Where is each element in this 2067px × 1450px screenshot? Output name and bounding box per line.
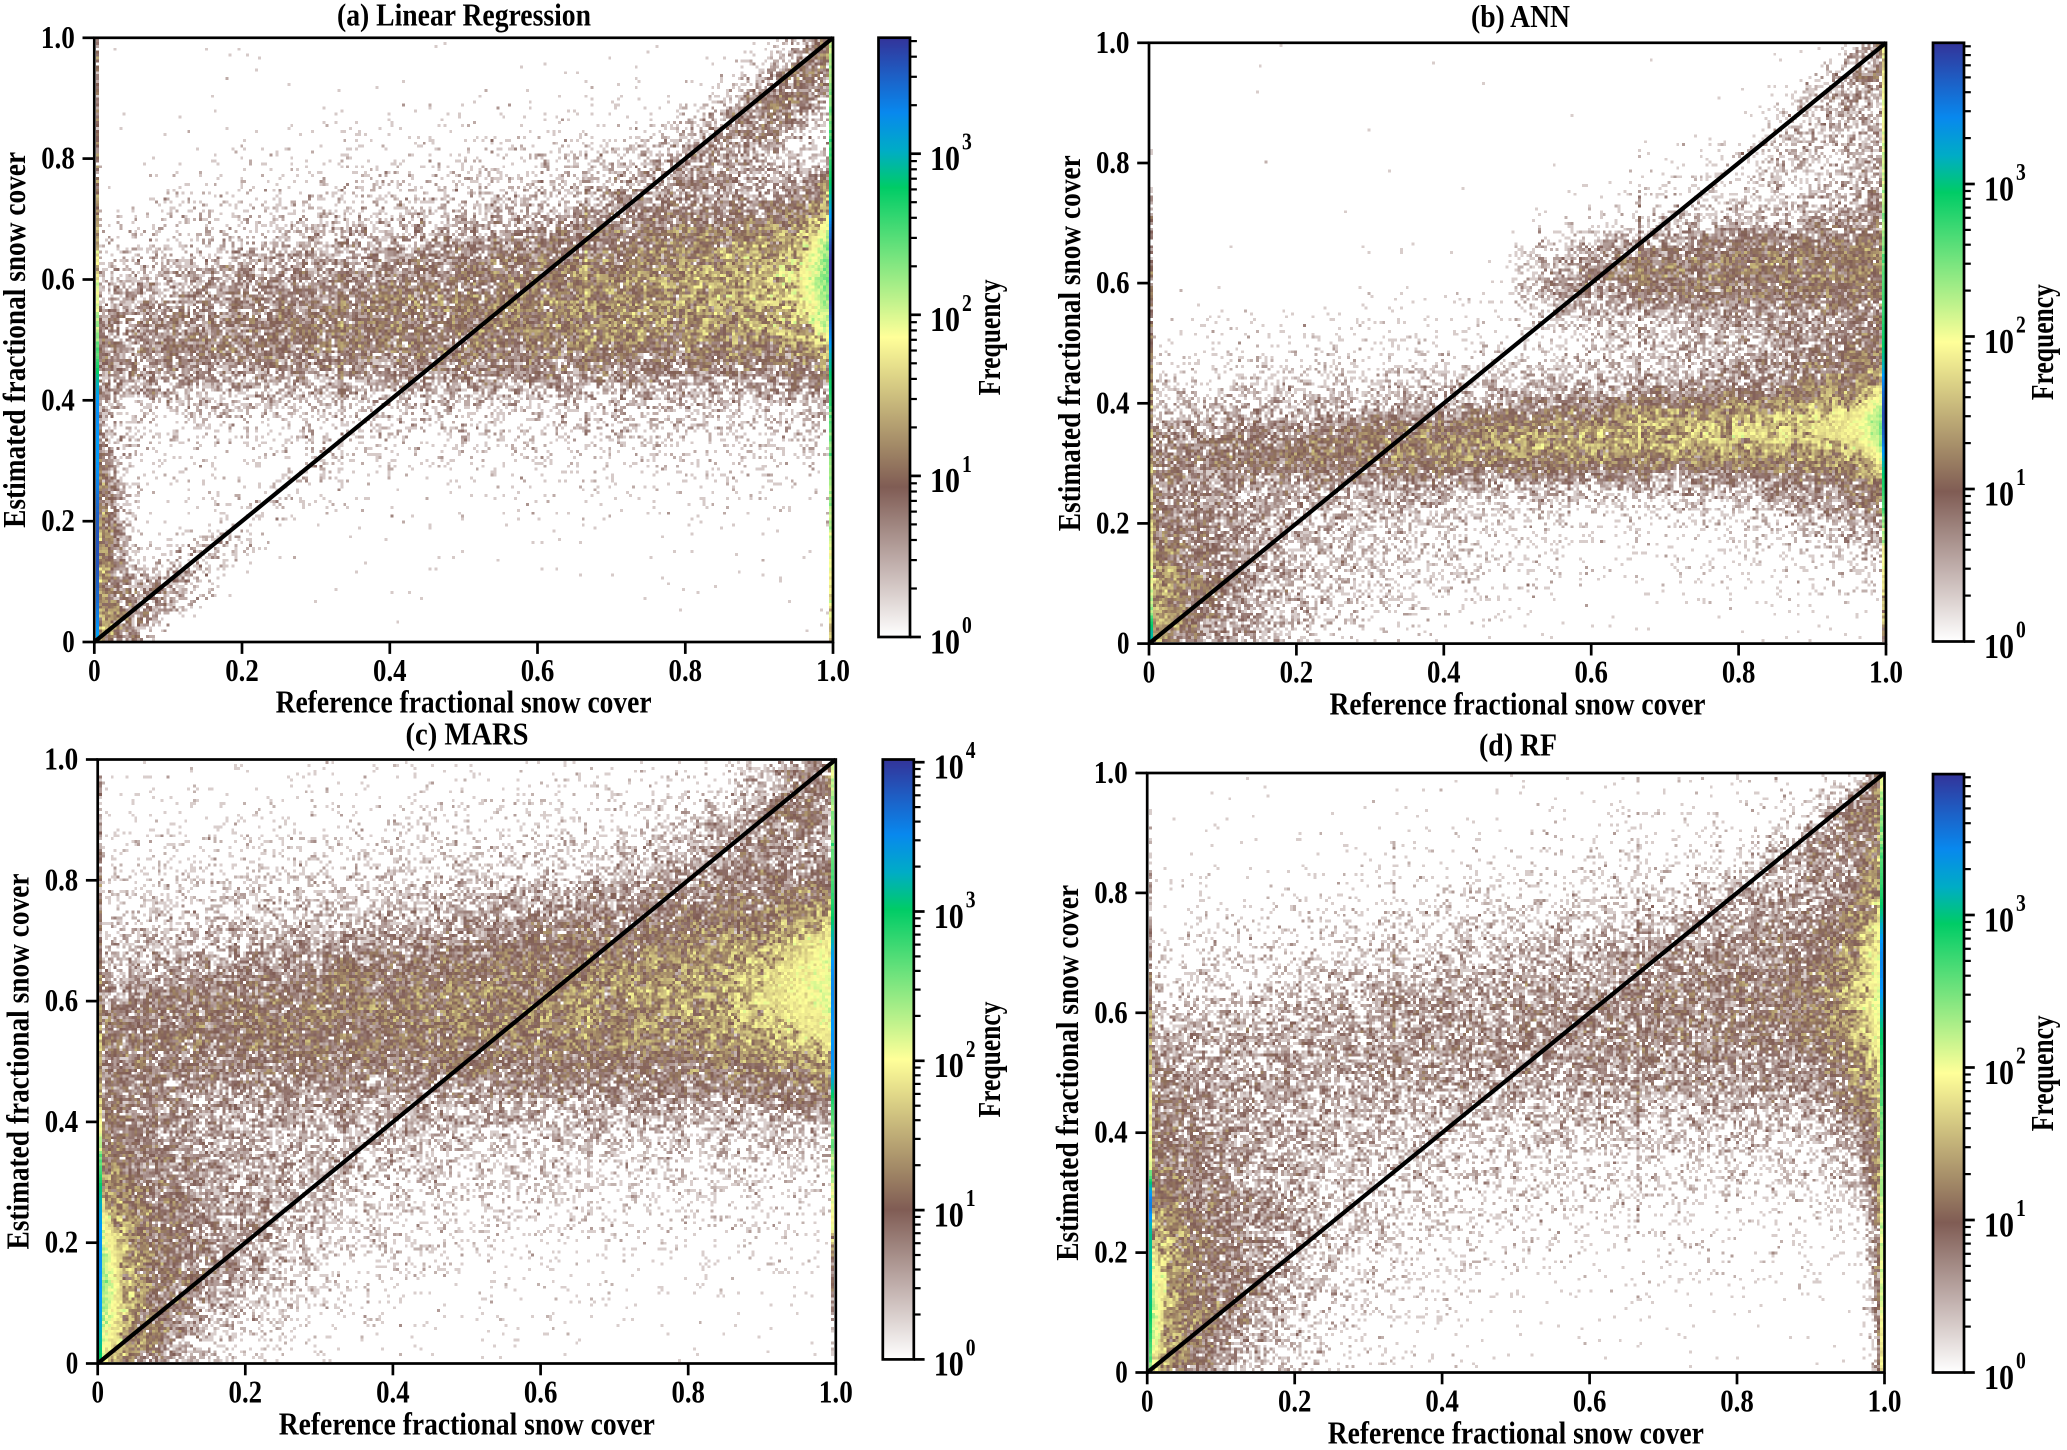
svg-text:1.0: 1.0 <box>819 1376 853 1411</box>
svg-text:Frequency: Frequency <box>2026 1015 2061 1131</box>
svg-text:0.6: 0.6 <box>1096 266 1130 301</box>
svg-text:0: 0 <box>66 1347 79 1382</box>
svg-text:Estimated fractional snow cove: Estimated fractional snow cover <box>0 152 33 528</box>
svg-text:10: 10 <box>934 897 964 936</box>
svg-text:(d) RF: (d) RF <box>1479 728 1557 763</box>
svg-text:0.4: 0.4 <box>373 654 407 689</box>
svg-text:3: 3 <box>966 885 976 913</box>
svg-text:4: 4 <box>966 736 976 764</box>
svg-text:Estimated fractional snow cove: Estimated fractional snow cover <box>1053 155 1088 531</box>
svg-text:10: 10 <box>1984 1053 2014 1092</box>
svg-text:0: 0 <box>1117 627 1130 662</box>
svg-text:10: 10 <box>930 622 960 661</box>
svg-text:10: 10 <box>934 1046 964 1085</box>
svg-text:0.4: 0.4 <box>1425 1385 1459 1420</box>
svg-text:Estimated fractional snow cove: Estimated fractional snow cover <box>1 874 36 1250</box>
svg-text:2: 2 <box>2016 310 2026 338</box>
svg-text:0.2: 0.2 <box>45 1226 79 1261</box>
svg-text:0.6: 0.6 <box>1574 656 1608 691</box>
svg-text:10: 10 <box>1984 900 2014 939</box>
svg-text:0: 0 <box>1143 656 1156 691</box>
svg-text:0.6: 0.6 <box>1094 996 1128 1031</box>
svg-text:0.6: 0.6 <box>45 984 79 1019</box>
svg-text:10: 10 <box>934 748 964 787</box>
svg-text:3: 3 <box>2016 158 2026 186</box>
svg-text:Reference fractional snow cove: Reference fractional snow cover <box>1330 687 1706 722</box>
svg-text:(b) ANN: (b) ANN <box>1471 0 1570 35</box>
svg-text:0.2: 0.2 <box>1278 1385 1312 1420</box>
svg-text:3: 3 <box>962 128 972 156</box>
svg-text:0.4: 0.4 <box>41 383 75 418</box>
svg-text:0: 0 <box>62 625 75 660</box>
svg-text:0.4: 0.4 <box>1094 1116 1128 1151</box>
svg-text:0.6: 0.6 <box>41 263 75 298</box>
svg-text:10: 10 <box>930 300 960 339</box>
svg-text:Frequency: Frequency <box>2026 284 2061 400</box>
svg-text:Reference fractional snow cove: Reference fractional snow cover <box>276 686 652 721</box>
svg-text:1.0: 1.0 <box>44 743 78 778</box>
svg-text:0.6: 0.6 <box>524 1376 558 1411</box>
svg-text:2: 2 <box>962 289 972 317</box>
svg-text:Reference fractional snow cove: Reference fractional snow cover <box>1328 1417 1704 1450</box>
svg-text:3: 3 <box>2016 889 2026 917</box>
svg-text:0.2: 0.2 <box>1094 1236 1128 1271</box>
svg-text:0.4: 0.4 <box>1427 656 1461 691</box>
svg-text:2: 2 <box>2016 1041 2026 1069</box>
svg-text:0.8: 0.8 <box>1720 1385 1754 1420</box>
svg-text:1: 1 <box>2016 463 2026 491</box>
svg-text:0: 0 <box>2016 1346 2026 1374</box>
svg-text:1.0: 1.0 <box>1869 656 1903 691</box>
svg-text:Frequency: Frequency <box>973 1001 1008 1117</box>
svg-text:10: 10 <box>1984 474 2014 513</box>
svg-text:10: 10 <box>1984 322 2014 361</box>
svg-text:10: 10 <box>934 1195 964 1234</box>
svg-text:0.2: 0.2 <box>41 504 75 539</box>
svg-text:1.0: 1.0 <box>1094 756 1128 791</box>
svg-text:0.8: 0.8 <box>669 654 703 689</box>
svg-text:0.2: 0.2 <box>1280 656 1314 691</box>
svg-text:0.8: 0.8 <box>45 863 79 898</box>
svg-text:0.8: 0.8 <box>41 142 75 177</box>
svg-text:10: 10 <box>1984 627 2014 666</box>
svg-text:0: 0 <box>1141 1385 1154 1420</box>
svg-text:0.2: 0.2 <box>225 654 259 689</box>
svg-text:1.0: 1.0 <box>1096 26 1130 61</box>
svg-text:Reference fractional snow cove: Reference fractional snow cover <box>279 1408 655 1443</box>
svg-text:1.0: 1.0 <box>41 21 75 56</box>
svg-text:1: 1 <box>962 450 972 478</box>
svg-text:(c) MARS: (c) MARS <box>406 718 529 753</box>
svg-text:Frequency: Frequency <box>973 279 1008 395</box>
svg-text:2: 2 <box>966 1035 976 1063</box>
svg-text:10: 10 <box>1984 1205 2014 1244</box>
svg-text:10: 10 <box>1984 1358 2014 1397</box>
svg-text:1.0: 1.0 <box>1868 1385 1902 1420</box>
svg-text:10: 10 <box>1984 169 2014 208</box>
svg-text:0.2: 0.2 <box>1096 506 1130 541</box>
svg-text:0.4: 0.4 <box>1096 386 1130 421</box>
svg-text:0: 0 <box>966 1333 976 1361</box>
svg-text:10: 10 <box>930 461 960 500</box>
svg-text:0: 0 <box>962 611 972 639</box>
svg-text:0: 0 <box>1115 1356 1128 1391</box>
svg-text:0.2: 0.2 <box>229 1376 262 1411</box>
svg-text:Estimated fractional snow cove: Estimated fractional snow cover <box>1051 885 1086 1261</box>
svg-text:0.8: 0.8 <box>1722 656 1756 691</box>
svg-text:0: 0 <box>91 1376 104 1411</box>
svg-text:1.0: 1.0 <box>816 654 850 689</box>
svg-text:0.8: 0.8 <box>671 1376 705 1411</box>
svg-text:10: 10 <box>934 1345 964 1384</box>
svg-text:0.8: 0.8 <box>1096 146 1130 181</box>
svg-text:0.4: 0.4 <box>45 1105 79 1140</box>
svg-text:(a) Linear Regression: (a) Linear Regression <box>337 0 592 33</box>
svg-text:1: 1 <box>2016 1194 2026 1222</box>
svg-text:0.4: 0.4 <box>376 1376 410 1411</box>
svg-text:0.8: 0.8 <box>1094 876 1128 911</box>
svg-text:0.6: 0.6 <box>1573 1385 1607 1420</box>
svg-text:0: 0 <box>2016 615 2026 643</box>
svg-text:0.6: 0.6 <box>521 654 555 689</box>
svg-text:10: 10 <box>930 139 960 178</box>
svg-text:1: 1 <box>966 1184 976 1212</box>
svg-text:0: 0 <box>88 654 101 689</box>
